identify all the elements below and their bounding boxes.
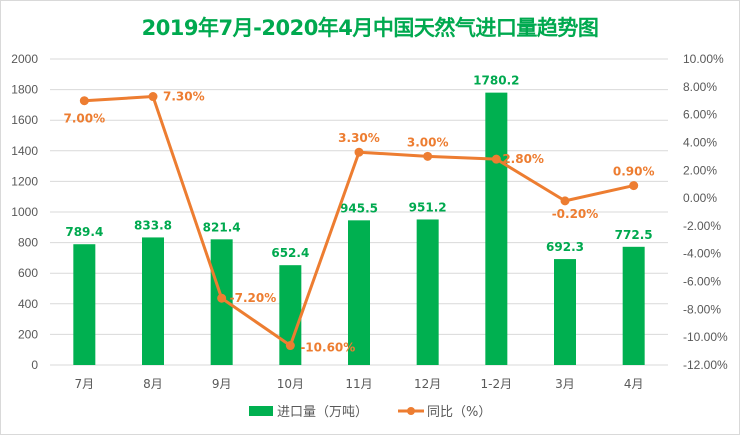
y-left-tick-label: 200	[18, 327, 38, 341]
bar-data-label: 1780.2	[473, 74, 519, 88]
y-right-tick-label: -12.00%	[683, 358, 728, 372]
y-axis-right: -12.00% -10.00% -8.00% -6.00% -4.00% -2.00% 0.…	[683, 52, 728, 372]
y-left-tick-label: 600	[18, 266, 38, 280]
y-left-tick-label: 1200	[11, 174, 38, 188]
y-right-tick-label: -10.00%	[683, 330, 728, 344]
line-marker	[354, 147, 364, 157]
bar	[279, 265, 302, 365]
y-left-tick-label: 0	[31, 358, 38, 372]
x-tick-label: 10月	[277, 377, 304, 391]
line-data-label: 3.00%	[407, 135, 449, 149]
bar	[485, 92, 508, 366]
bar-data-label: 772.5	[615, 228, 653, 242]
bar	[554, 259, 576, 365]
y-left-tick-label: 1000	[11, 205, 38, 219]
chart-title: 2019年7月-2020年4月中国天然气进口量趋势图	[141, 16, 599, 40]
line-marker	[560, 196, 570, 206]
y-right-tick-label: 8.00%	[683, 80, 717, 94]
bar-data-label: 945.5	[340, 201, 378, 215]
line-data-label: 7.30%	[163, 90, 205, 104]
x-tick-label: 4月	[624, 377, 644, 391]
line-data-labels: 7.00% 7.30% -7.20% -10.60% 3.30% 3.00% 2.80% -0…	[64, 90, 655, 355]
line-marker	[285, 341, 295, 351]
line-marker	[217, 293, 227, 303]
line-marker	[629, 181, 639, 191]
y-right-tick-label: 0.00%	[683, 191, 717, 205]
y-right-tick-label: -2.00%	[683, 219, 721, 233]
bar-data-label: 789.4	[65, 225, 103, 239]
x-tick-label: 3月	[555, 377, 575, 391]
y-right-tick-label: 6.00%	[683, 108, 717, 122]
bar-data-label: 821.4	[203, 220, 241, 234]
x-tick-label: 7月	[75, 377, 95, 391]
bar	[416, 219, 439, 365]
y-left-tick-label: 2000	[11, 52, 38, 66]
bar	[142, 237, 164, 365]
legend-label-line: 同比（%）	[427, 405, 491, 420]
x-tick-label: 1-2月	[481, 377, 513, 391]
y-left-tick-label: 1800	[11, 83, 38, 97]
line-marker	[148, 92, 158, 102]
x-tick-label: 12月	[414, 377, 441, 391]
bar	[348, 220, 370, 365]
bar-data-label: 833.8	[134, 218, 172, 232]
bar-data-label: 692.3	[546, 240, 584, 254]
line-data-label: -0.20%	[552, 207, 599, 221]
legend: 进口量（万吨） 同比（%）	[249, 405, 491, 420]
legend-label-bar: 进口量（万吨）	[277, 405, 368, 420]
x-tick-label: 8月	[143, 377, 163, 391]
x-axis: 7月 8月 9月 10月 11月 12月 1-2月 3月 4月	[75, 377, 644, 391]
y-right-tick-label: -6.00%	[683, 275, 721, 289]
bar-data-label: 951.2	[409, 200, 447, 214]
line-marker	[491, 154, 501, 164]
line-data-label: 2.80%	[502, 152, 544, 166]
line-data-label: 0.90%	[613, 165, 655, 179]
y-left-tick-label: 1400	[11, 144, 38, 158]
y-right-tick-label: -8.00%	[683, 302, 721, 316]
legend-swatch-bar	[249, 406, 273, 416]
line-marker	[423, 151, 433, 161]
y-axis-left: 0 200 400 600 800 1000 1200 1400 1600 1800 2000	[11, 52, 38, 372]
y-right-tick-label: 10.00%	[683, 52, 724, 66]
y-right-tick-label: 4.00%	[683, 135, 717, 149]
line-data-label: -7.20%	[230, 291, 277, 305]
legend-swatch-marker	[407, 407, 415, 415]
x-tick-label: 9月	[212, 377, 232, 391]
y-right-tick-label: 2.00%	[683, 163, 717, 177]
x-tick-label: 11月	[345, 377, 372, 391]
bar-data-label: 652.4	[271, 246, 309, 260]
line-series	[79, 92, 639, 351]
y-right-tick-label: -4.00%	[683, 247, 721, 261]
line-data-label: 3.30%	[338, 131, 380, 145]
line-marker	[79, 96, 89, 106]
y-left-tick-label: 800	[18, 236, 38, 250]
bar-data-labels: 789.4 833.8 821.4 652.4 945.5 951.2 1780.2 692.…	[65, 74, 652, 261]
bar	[73, 244, 96, 365]
y-left-tick-label: 400	[18, 297, 38, 311]
line-data-label: 7.00%	[64, 112, 106, 126]
y-left-tick-label: 1600	[11, 113, 38, 127]
line-data-label: -10.60%	[300, 341, 355, 355]
bar	[622, 246, 645, 365]
